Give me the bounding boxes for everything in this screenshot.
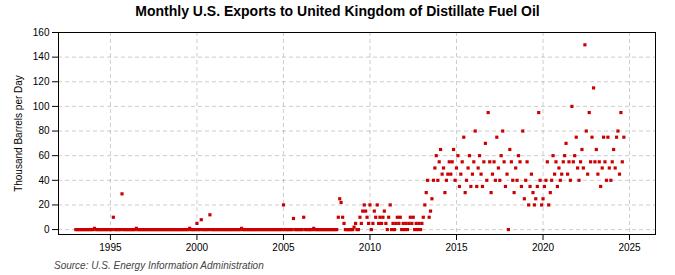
html-text:Source: U.S. Energy Informatio: Source: U.S. Energy Information Administ… <box>54 260 264 271</box>
svg-text:2025: 2025 <box>618 242 641 253</box>
svg-text:120: 120 <box>33 76 50 87</box>
svg-text:20: 20 <box>38 199 50 210</box>
svg-text:140: 140 <box>33 51 50 62</box>
svg-text:40: 40 <box>38 175 50 186</box>
html-text:Monthly U.S. Exports to United: Monthly U.S. Exports to United Kingdom o… <box>135 3 540 19</box>
svg-text:0: 0 <box>44 224 50 235</box>
svg-text:80: 80 <box>38 125 50 136</box>
svg-text:100: 100 <box>33 101 50 112</box>
svg-text:60: 60 <box>38 150 50 161</box>
svg-text:2020: 2020 <box>532 242 555 253</box>
svg-text:2015: 2015 <box>445 242 468 253</box>
svg-text:2010: 2010 <box>359 242 382 253</box>
svg-text:1995: 1995 <box>99 242 122 253</box>
svg-text:160: 160 <box>33 27 50 38</box>
svg-text:2000: 2000 <box>186 242 209 253</box>
svg-text:2005: 2005 <box>272 242 295 253</box>
svg-text:Thousand Barrels per Day: Thousand Barrels per Day <box>13 75 24 192</box>
